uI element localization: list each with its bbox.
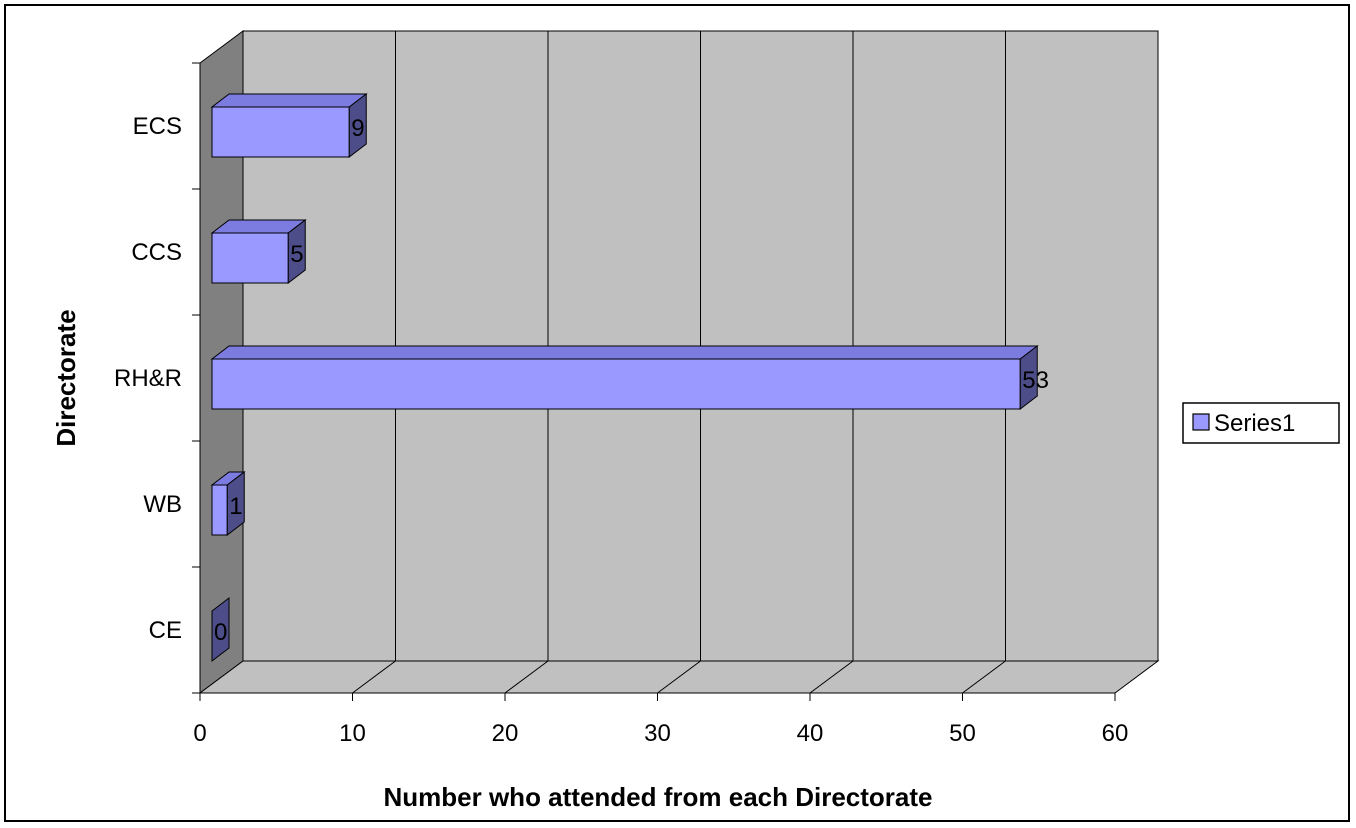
x-tick-label: 0 [193,720,206,747]
data-label: 53 [1022,367,1049,394]
x-tick-label: 60 [1102,720,1129,747]
bar [210,92,368,159]
y-tick-label: ECS [133,113,182,140]
x-tick-label: 50 [949,720,976,747]
bar-end-face [287,218,306,285]
data-label: 9 [351,115,364,142]
gridline-floor [504,660,549,694]
data-label: 0 [214,619,227,646]
bar-end-face [1019,344,1038,411]
gridline-floor [352,660,396,694]
bar [210,470,246,537]
x-tick-label: 40 [797,720,824,747]
axes [192,62,1116,701]
y-axis-title: Directorate [51,309,81,446]
x-axis-title: Number who attended from each Directorat… [384,782,933,812]
data-label: 1 [229,493,242,520]
bar-front-face [211,484,228,536]
x-tick-label: 30 [644,720,671,747]
y-tick-label: CE [149,617,182,644]
x-tick-label: 10 [339,720,366,747]
bar-end-face [348,92,367,159]
legend: Series1 [1182,402,1340,444]
bar-front-face [211,106,350,158]
data-labels: 0 1 53 5 9 [214,115,1049,646]
bar-end-face [211,596,230,663]
y-tick-label: RH&R [114,365,182,392]
bar [210,344,1039,411]
bar [211,596,230,663]
bars [210,92,1039,663]
y-tick-label: CCS [131,239,182,266]
data-label: 5 [290,241,303,268]
bar-top-face [210,345,1039,360]
gridline-floor [962,660,1006,694]
gridline-floor [657,660,701,694]
bar [210,218,307,285]
bar-front-face [211,358,1021,410]
x-tick-label: 20 [492,720,519,747]
gridline-floor [809,660,854,694]
legend-label: Series1 [1214,410,1295,437]
y-tick-label: WB [143,491,182,518]
bar-front-face [211,232,289,284]
bar-top-face [210,93,368,108]
bar-end-face [226,470,245,537]
legend-swatch [1192,413,1210,431]
